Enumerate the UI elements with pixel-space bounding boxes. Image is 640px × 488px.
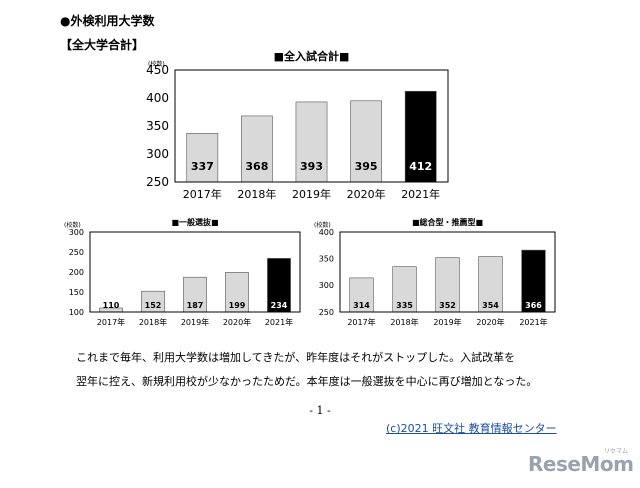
x-tick-label: 2019年: [292, 187, 331, 201]
chart-title: ■一般選抜■: [171, 217, 218, 227]
y-tick-label: 100: [69, 308, 84, 317]
y-tick-label: 300: [146, 147, 169, 161]
data-label: 335: [396, 301, 413, 310]
x-tick-label: 2020年: [476, 317, 504, 327]
y-tick-label: 300: [69, 228, 84, 237]
x-tick-label: 2021年: [401, 187, 440, 201]
data-label: 393: [300, 160, 323, 173]
data-label: 395: [355, 160, 378, 173]
data-label: 199: [229, 301, 246, 310]
x-tick-label: 2018年: [237, 187, 276, 201]
bar: [295, 101, 328, 183]
body-line-1: これまで毎年、利用大学数は増加してきたが、昨年度はそれがストップした。入試改革を: [76, 351, 516, 364]
data-label: 354: [482, 301, 499, 310]
y-tick-label: 250: [146, 175, 169, 189]
body-line-2: 翌年に控え、新規利用校が少なかったためだ。本年度は一般選抜を中心に再び増加となっ…: [76, 375, 538, 388]
data-label: 368: [245, 160, 268, 173]
copyright-link[interactable]: (c)2021 旺文社 教育情報センター: [386, 422, 557, 435]
y-tick-label: 200: [69, 268, 84, 277]
x-tick-label: 2018年: [139, 317, 167, 327]
x-tick-label: 2017年: [183, 187, 222, 201]
y-unit-label: (校数): [314, 221, 331, 229]
data-label: 234: [271, 301, 288, 310]
x-tick-label: 2017年: [97, 317, 125, 327]
data-label: 110: [103, 301, 120, 310]
resemom-logo-kana: リセマム: [604, 448, 629, 455]
chart-title: ■全入試合計■: [274, 49, 350, 63]
page-number: - 1 -: [309, 404, 331, 417]
x-tick-label: 2020年: [223, 317, 251, 327]
data-label: 366: [525, 301, 542, 310]
y-tick-label: 350: [146, 119, 169, 133]
y-tick-label: 250: [319, 308, 334, 317]
plot-frame: [89, 231, 301, 313]
x-tick-label: 2019年: [181, 317, 209, 327]
y-tick-label: 450: [146, 63, 169, 77]
x-tick-label: 2019年: [433, 317, 461, 327]
x-tick-label: 2017年: [347, 317, 375, 327]
resemom-logo: ReseMom: [528, 452, 634, 476]
y-tick-label: 250: [69, 248, 84, 257]
bar: [350, 100, 382, 183]
x-tick-label: 2021年: [519, 317, 547, 327]
body-paragraph: これまで毎年、利用大学数は増加してきたが、昨年度はそれがストップした。入試改革を…: [76, 346, 576, 394]
bar: [186, 132, 219, 183]
bar: [241, 115, 273, 183]
data-label: 337: [191, 160, 214, 173]
y-tick-label: 150: [69, 288, 84, 297]
data-label: 352: [439, 301, 456, 310]
plot-frame: [339, 231, 556, 313]
x-tick-label: 2018年: [390, 317, 418, 327]
chart-comprehensive-recommendation: ■総合型・推薦型■ (校数) 250 300 350 400 314 2017年 335 2018…: [314, 217, 556, 327]
y-tick-label: 300: [319, 281, 334, 290]
data-label: 187: [187, 301, 204, 310]
x-tick-label: 2020年: [347, 187, 386, 201]
y-tick-label: 400: [146, 91, 169, 105]
chart-total: ■全入試合計■ (校数) 250 300 350 400 450 337 2017年 368 201…: [146, 49, 449, 201]
page-heading: ●外検利用大学数: [60, 14, 155, 28]
chart-general-selection: ■一般選抜■ (校数) 100 150 200 250 300 110 2017年 152 2018…: [64, 217, 301, 327]
data-label: 152: [145, 301, 162, 310]
data-label: 412: [409, 160, 432, 173]
chart-title: ■総合型・推薦型■: [412, 217, 483, 227]
y-unit-label: (校数): [64, 221, 81, 229]
data-label: 314: [353, 301, 370, 310]
y-tick-label: 350: [319, 254, 334, 263]
x-tick-label: 2021年: [265, 317, 293, 327]
bar: [404, 90, 437, 183]
plot-frame: [174, 69, 449, 183]
page-subheading: 【全大学合計】: [60, 38, 145, 52]
y-tick-label: 400: [319, 228, 334, 237]
y-unit-label: (校数): [148, 60, 165, 68]
